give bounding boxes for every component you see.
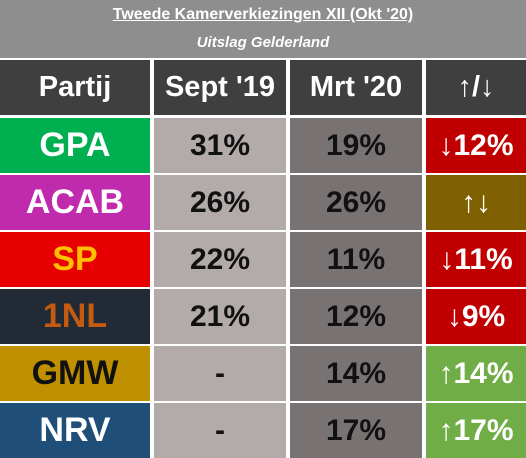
change-value: ↓12% [422,118,526,173]
table-row: SP 22% 11% ↓11% [0,232,526,287]
change-value: ↓11% [422,232,526,287]
mrt-value: 19% [286,118,422,173]
column-header-party: Partij [0,60,150,115]
party-cell: GPA [0,118,150,173]
party-name: SP [52,240,98,278]
party-name: NRV [39,411,111,449]
sept-value: 22% [150,232,286,287]
table-row: GMW -14% ↑14% [0,346,526,401]
sept-value: - [150,346,286,401]
change-value: ↑↓ [422,175,526,230]
mrt-value: 11% [286,232,422,287]
party-cell: ACAB [0,175,150,230]
sept-value: 31% [150,118,286,173]
header-row: Partij Sept '19 Mrt '20 ↑/↓ [0,60,526,115]
table-row: GPA 31% 19% ↓12% [0,118,526,173]
table-title: Tweede Kamerverkiezingen XII (Okt '20) [112,6,414,23]
column-header-sept: Sept '19 [150,60,286,115]
sept-value: - [150,403,286,458]
change-value: ↑17% [422,403,526,458]
table-row: 1NL 21% 12% ↓9% [0,289,526,344]
party-cell: NRV [0,403,150,458]
mrt-value: 12% [286,289,422,344]
column-header-change: ↑/↓ [422,60,526,115]
party-name: ACAB [25,183,125,221]
change-value: ↓9% [422,289,526,344]
column-header-mrt: Mrt '20 [286,60,422,115]
title-bar: Tweede Kamerverkiezingen XII (Okt '20) U… [0,0,526,58]
sept-value: 21% [150,289,286,344]
party-cell: SP [0,232,150,287]
party-name: GPA [39,126,111,164]
table-row: ACAB 26% 26% ↑↓ [0,175,526,230]
table-row: NRV -17% ↑17% [0,403,526,458]
mrt-value: 17% [286,403,422,458]
party-cell: 1NL [0,289,150,344]
party-name: 1NL [42,297,108,335]
party-cell: GMW [0,346,150,401]
change-value: ↑14% [422,346,526,401]
mrt-value: 26% [286,175,422,230]
table-subtitle: Uitslag Gelderland [196,34,330,51]
mrt-value: 14% [286,346,422,401]
sept-value: 26% [150,175,286,230]
party-name: GMW [31,354,119,392]
